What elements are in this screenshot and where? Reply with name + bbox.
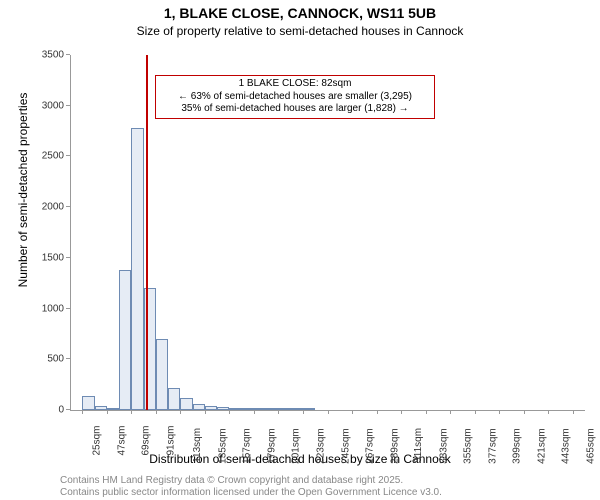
x-tick-label: 69sqm <box>141 426 152 456</box>
x-tick-label: 135sqm <box>217 428 228 464</box>
y-tick-mark <box>66 206 70 207</box>
x-tick-mark <box>524 410 525 414</box>
y-tick-label: 0 <box>58 405 64 416</box>
histogram-bar <box>266 408 278 410</box>
histogram-bar <box>278 408 290 410</box>
histogram-bar <box>193 404 205 410</box>
y-tick-label: 500 <box>47 354 64 365</box>
x-tick-mark <box>450 410 451 414</box>
x-tick-label: 377sqm <box>487 428 498 464</box>
y-tick-label: 1500 <box>42 252 64 263</box>
y-tick-label: 2000 <box>42 202 64 213</box>
histogram-bar <box>156 339 168 410</box>
histogram-bar <box>242 408 254 410</box>
histogram-bar <box>131 128 143 410</box>
x-tick-label: 25sqm <box>92 426 103 456</box>
x-tick-label: 443sqm <box>560 428 571 464</box>
x-tick-label: 201sqm <box>291 428 302 464</box>
x-tick-label: 421sqm <box>536 428 547 464</box>
y-tick-mark <box>66 257 70 258</box>
x-tick-label: 47sqm <box>116 426 127 456</box>
annotation-line-2: ← 63% of semi-detached houses are smalle… <box>160 91 430 104</box>
histogram-bar <box>95 406 107 410</box>
histogram-bar <box>217 407 229 410</box>
x-tick-label: 91sqm <box>165 426 176 456</box>
histogram-bar <box>168 388 180 410</box>
histogram-bar <box>180 398 192 410</box>
x-tick-mark <box>107 410 108 414</box>
histogram-bar <box>291 408 303 410</box>
x-tick-label: 267sqm <box>364 428 375 464</box>
y-tick-mark <box>66 105 70 106</box>
x-tick-mark <box>401 410 402 414</box>
histogram-bar <box>254 408 266 410</box>
histogram-bar <box>229 408 241 410</box>
x-tick-label: 223sqm <box>315 428 326 464</box>
y-tick-label: 1000 <box>42 303 64 314</box>
y-tick-mark <box>66 54 70 55</box>
y-tick-mark <box>66 308 70 309</box>
x-tick-mark <box>156 410 157 414</box>
histogram-bar <box>205 406 217 410</box>
x-tick-mark <box>328 410 329 414</box>
chart-title: 1, BLAKE CLOSE, CANNOCK, WS11 5UB <box>0 5 600 21</box>
y-tick-mark <box>66 358 70 359</box>
property-marker-line <box>146 55 148 410</box>
y-tick-mark <box>66 409 70 410</box>
x-tick-mark <box>82 410 83 414</box>
chart-container: 1, BLAKE CLOSE, CANNOCK, WS11 5UB Size o… <box>0 0 600 500</box>
footer-line-1: Contains HM Land Registry data © Crown c… <box>60 475 403 486</box>
plot-area: 1 BLAKE CLOSE: 82sqm ← 63% of semi-detac… <box>70 55 585 411</box>
x-tick-mark <box>229 410 230 414</box>
y-tick-label: 3500 <box>42 50 64 61</box>
chart-subtitle: Size of property relative to semi-detach… <box>0 24 600 38</box>
x-tick-mark <box>205 410 206 414</box>
x-tick-mark <box>131 410 132 414</box>
x-tick-label: 289sqm <box>389 428 400 464</box>
y-tick-label: 2500 <box>42 151 64 162</box>
y-tick-mark <box>66 155 70 156</box>
annotation-line-3: 35% of semi-detached houses are larger (… <box>160 103 430 116</box>
x-tick-mark <box>180 410 181 414</box>
histogram-bar <box>107 408 119 410</box>
x-tick-label: 399sqm <box>511 428 522 464</box>
histogram-bar <box>119 270 131 410</box>
x-tick-mark <box>303 410 304 414</box>
x-tick-mark <box>254 410 255 414</box>
x-tick-mark <box>548 410 549 414</box>
x-tick-label: 465sqm <box>585 428 596 464</box>
x-tick-mark <box>499 410 500 414</box>
y-axis-line <box>70 55 71 410</box>
x-tick-mark <box>573 410 574 414</box>
x-tick-label: 113sqm <box>192 428 203 463</box>
x-tick-mark <box>426 410 427 414</box>
x-tick-label: 245sqm <box>340 428 351 464</box>
x-tick-label: 157sqm <box>242 428 253 464</box>
x-tick-label: 333sqm <box>438 428 449 464</box>
histogram-bar <box>82 396 94 410</box>
footer-line-2: Contains public sector information licen… <box>60 487 442 498</box>
y-tick-label: 3000 <box>42 100 64 111</box>
histogram-bar <box>303 408 315 410</box>
x-tick-mark <box>278 410 279 414</box>
x-tick-label: 355sqm <box>462 428 473 464</box>
x-tick-mark <box>475 410 476 414</box>
y-axis-label: Number of semi-detached properties <box>16 50 30 330</box>
x-tick-mark <box>377 410 378 414</box>
annotation-line-1: 1 BLAKE CLOSE: 82sqm <box>160 78 430 91</box>
x-tick-label: 179sqm <box>266 428 277 464</box>
x-tick-mark <box>352 410 353 414</box>
x-tick-label: 311sqm <box>413 428 424 463</box>
property-annotation-box: 1 BLAKE CLOSE: 82sqm ← 63% of semi-detac… <box>155 75 435 119</box>
